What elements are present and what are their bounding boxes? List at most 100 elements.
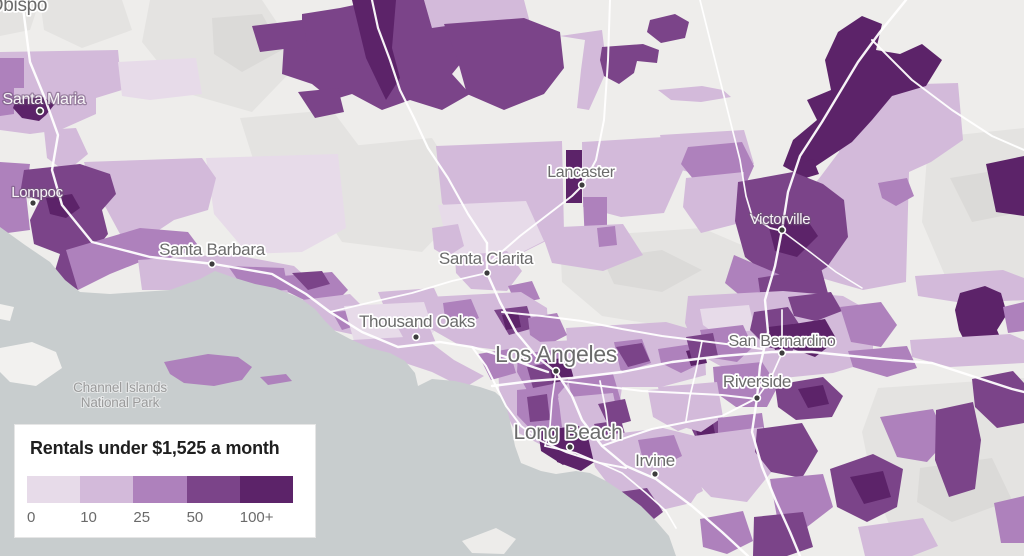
tract-region <box>444 18 564 110</box>
tract-region <box>597 226 617 247</box>
terrain-patch <box>0 0 40 36</box>
tract-region <box>44 128 88 172</box>
tract-region <box>443 299 479 326</box>
city-label-victorville: Victorville <box>750 211 811 228</box>
legend-swatch-3 <box>186 476 240 503</box>
tract-region <box>438 201 544 263</box>
road-line <box>561 380 758 400</box>
tract-region <box>352 336 484 388</box>
tract-region <box>783 16 942 176</box>
city-dot-santa-maria <box>35 106 45 116</box>
tract-region <box>683 172 744 233</box>
road-line <box>781 230 863 289</box>
island <box>462 528 516 554</box>
tract-region <box>252 20 308 52</box>
tract-region <box>935 402 981 497</box>
place-label-national-park: National Park <box>81 395 160 410</box>
island <box>164 354 252 386</box>
tract-region <box>910 334 1024 367</box>
tract-region <box>298 88 344 118</box>
city-dot-san-bernardino <box>777 348 787 358</box>
island <box>260 374 292 385</box>
legend-threshold-3: 50 <box>186 509 204 526</box>
legend-threshold-2: 25 <box>133 509 151 526</box>
city-dot-irvine <box>650 469 660 479</box>
tract-region <box>527 394 550 422</box>
tract-region <box>0 58 24 116</box>
legend-threshold-1: 10 <box>80 509 97 526</box>
city-dot-thousand-oaks <box>411 332 421 342</box>
tract-region <box>600 44 659 84</box>
terrain-patch <box>40 0 132 48</box>
road-line <box>544 445 677 529</box>
tract-region <box>994 496 1024 543</box>
road-line <box>544 371 557 447</box>
tract-region <box>686 427 773 502</box>
city-dot-lancaster <box>577 180 587 190</box>
tract-region <box>848 346 917 377</box>
tract-region <box>972 371 1024 428</box>
island <box>0 304 14 321</box>
place-label-channel-islands: Channel Islands <box>73 380 167 395</box>
city-label-lompoc: Lompoc <box>11 184 63 201</box>
tract-region <box>986 156 1024 216</box>
city-dot-los-angeles <box>551 366 561 376</box>
tract-region <box>850 471 891 504</box>
tract-region <box>700 511 753 554</box>
tract-region <box>858 518 938 556</box>
road-line <box>601 397 758 447</box>
tract-region <box>880 409 947 462</box>
road-line <box>750 0 908 556</box>
city-dot-santa-clarita <box>482 268 492 278</box>
tract-region <box>206 154 346 254</box>
city-dot-riverside <box>752 393 762 403</box>
city-label-los-angeles: Los Angeles <box>495 341 617 367</box>
city-label-santa-maria: Santa Maria <box>3 91 86 108</box>
road-line <box>370 0 489 245</box>
legend-swatch-0 <box>27 476 81 503</box>
city-label-santa-barbara: Santa Barbara <box>159 240 266 259</box>
road-line <box>685 340 703 422</box>
tract-region <box>798 385 829 408</box>
city-label-irvine: Irvine <box>635 451 675 470</box>
city-dot-santa-barbara <box>207 259 217 269</box>
tract-region <box>540 224 643 271</box>
road-line <box>471 346 627 469</box>
tract-region <box>582 137 684 217</box>
tract-region <box>528 313 567 346</box>
tract-region <box>638 435 682 467</box>
road-line <box>756 309 783 399</box>
city-dot-victorville <box>777 225 787 235</box>
tract-region <box>878 178 914 206</box>
legend-color-scale <box>27 476 294 503</box>
legend-threshold-0: 0 <box>27 509 36 526</box>
road-line <box>329 272 488 313</box>
legend-threshold-labels: 0 10 25 50 100+ <box>27 509 307 529</box>
city-label-santa-clarita: Santa Clarita <box>439 249 534 268</box>
tract-region <box>352 0 400 100</box>
tract-region <box>755 423 818 478</box>
tract-region <box>770 474 833 527</box>
legend-title: Rentals under $1,525 a month <box>30 438 280 458</box>
tract-region <box>13 97 54 121</box>
tract-region <box>1003 302 1024 333</box>
tract-region <box>658 86 731 102</box>
legend-swatch-1 <box>80 476 134 503</box>
tract-region <box>647 14 689 43</box>
road-line <box>599 380 610 437</box>
road-line <box>871 39 1024 151</box>
tract-region <box>788 319 837 357</box>
city-label-obispo: Obispo <box>0 0 47 16</box>
city-dot-long-beach <box>565 442 575 452</box>
tract-region <box>84 158 216 236</box>
tract-region <box>768 214 818 257</box>
road-line <box>699 0 783 232</box>
tract-region <box>560 30 607 110</box>
road-line <box>485 241 750 556</box>
tract-region <box>118 58 202 100</box>
tract-region <box>292 271 330 290</box>
legend-swatch-2 <box>133 476 187 503</box>
tract-region <box>616 343 650 367</box>
